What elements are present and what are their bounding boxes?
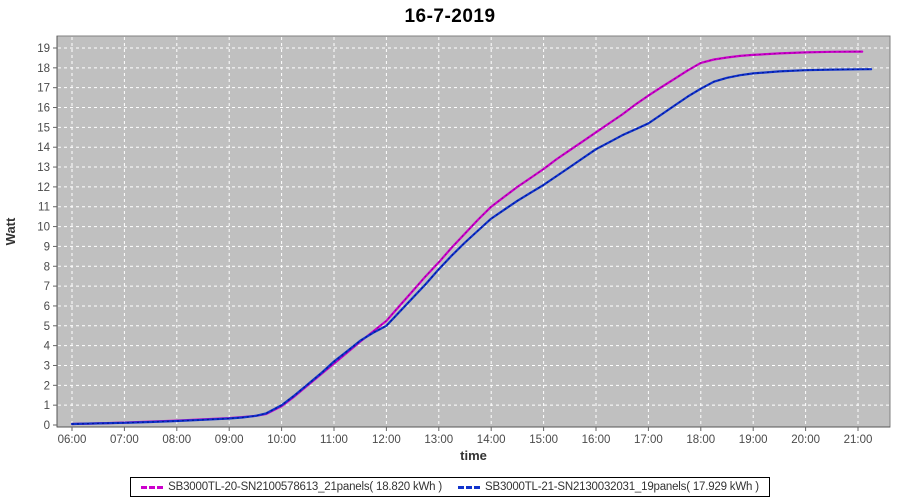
y-tick-label: 12 [37,182,50,194]
y-tick-label: 16 [37,103,50,115]
legend-label-series2: SB3000TL-21-SN2130032031_19panels( 17.92… [485,481,759,493]
series1-line-swatch [141,485,164,489]
y-tick-label: 3 [44,360,50,372]
y-tick-label: 5 [44,321,50,333]
legend-entry-series1: SB3000TL-20-SN2100578613_21panels( 18.82… [141,481,442,493]
x-tick-label: 21:00 [844,434,873,446]
y-tick-label: 17 [37,83,50,95]
y-tick-label: 7 [44,281,50,293]
legend-label-series1: SB3000TL-20-SN2100578613_21panels( 18.82… [168,481,442,493]
x-tick-label: 11:00 [320,434,348,446]
x-tick-label: 19:00 [739,434,768,446]
legend-frame: SB3000TL-20-SN2100578613_21panels( 18.82… [130,477,770,497]
y-tick-label: 0 [44,420,50,432]
y-tick-label: 18 [37,63,50,75]
x-axis-title: time [460,448,487,463]
y-tick-label: 8 [44,261,50,273]
x-tick-label: 15:00 [529,434,558,446]
y-tick-label: 13 [37,162,50,174]
y-tick-label: 11 [38,202,50,214]
x-tick-label: 08:00 [162,434,191,446]
y-tick-label: 2 [44,380,50,392]
x-tick-label: 06:00 [58,434,87,446]
x-tick-label: 16:00 [582,434,611,446]
x-tick-label: 14:00 [477,434,506,446]
x-tick-label: 20:00 [791,434,820,446]
x-tick-label: 12:00 [372,434,401,446]
x-tick-label: 13:00 [424,434,453,446]
y-tick-label: 15 [37,122,50,134]
plot-area [56,35,891,428]
x-tick-label: 18:00 [686,434,715,446]
x-tick-label: 17:00 [634,434,663,446]
y-tick-label: 14 [37,142,50,154]
y-tick-label: 4 [44,341,51,353]
chart-title: 16-7-2019 [404,6,496,27]
x-tick-label: 07:00 [110,434,139,446]
series-markers-2 [71,68,872,425]
y-tick-label: 6 [44,301,50,313]
y-tick-label: 1 [44,400,50,412]
series2-line-swatch [458,485,480,489]
chart-legend: SB3000TL-20-SN2100578613_21panels( 18.82… [0,476,900,497]
y-tick-label: 10 [37,222,50,234]
y-axis-title: Watt [3,217,18,245]
x-tick-label: 10:00 [267,434,296,446]
y-tick-label: 9 [44,241,50,253]
legend-entry-series2: SB3000TL-21-SN2130032031_19panels( 17.92… [458,481,759,493]
y-tick-label: 19 [37,43,50,55]
x-tick-label: 09:00 [215,434,244,446]
